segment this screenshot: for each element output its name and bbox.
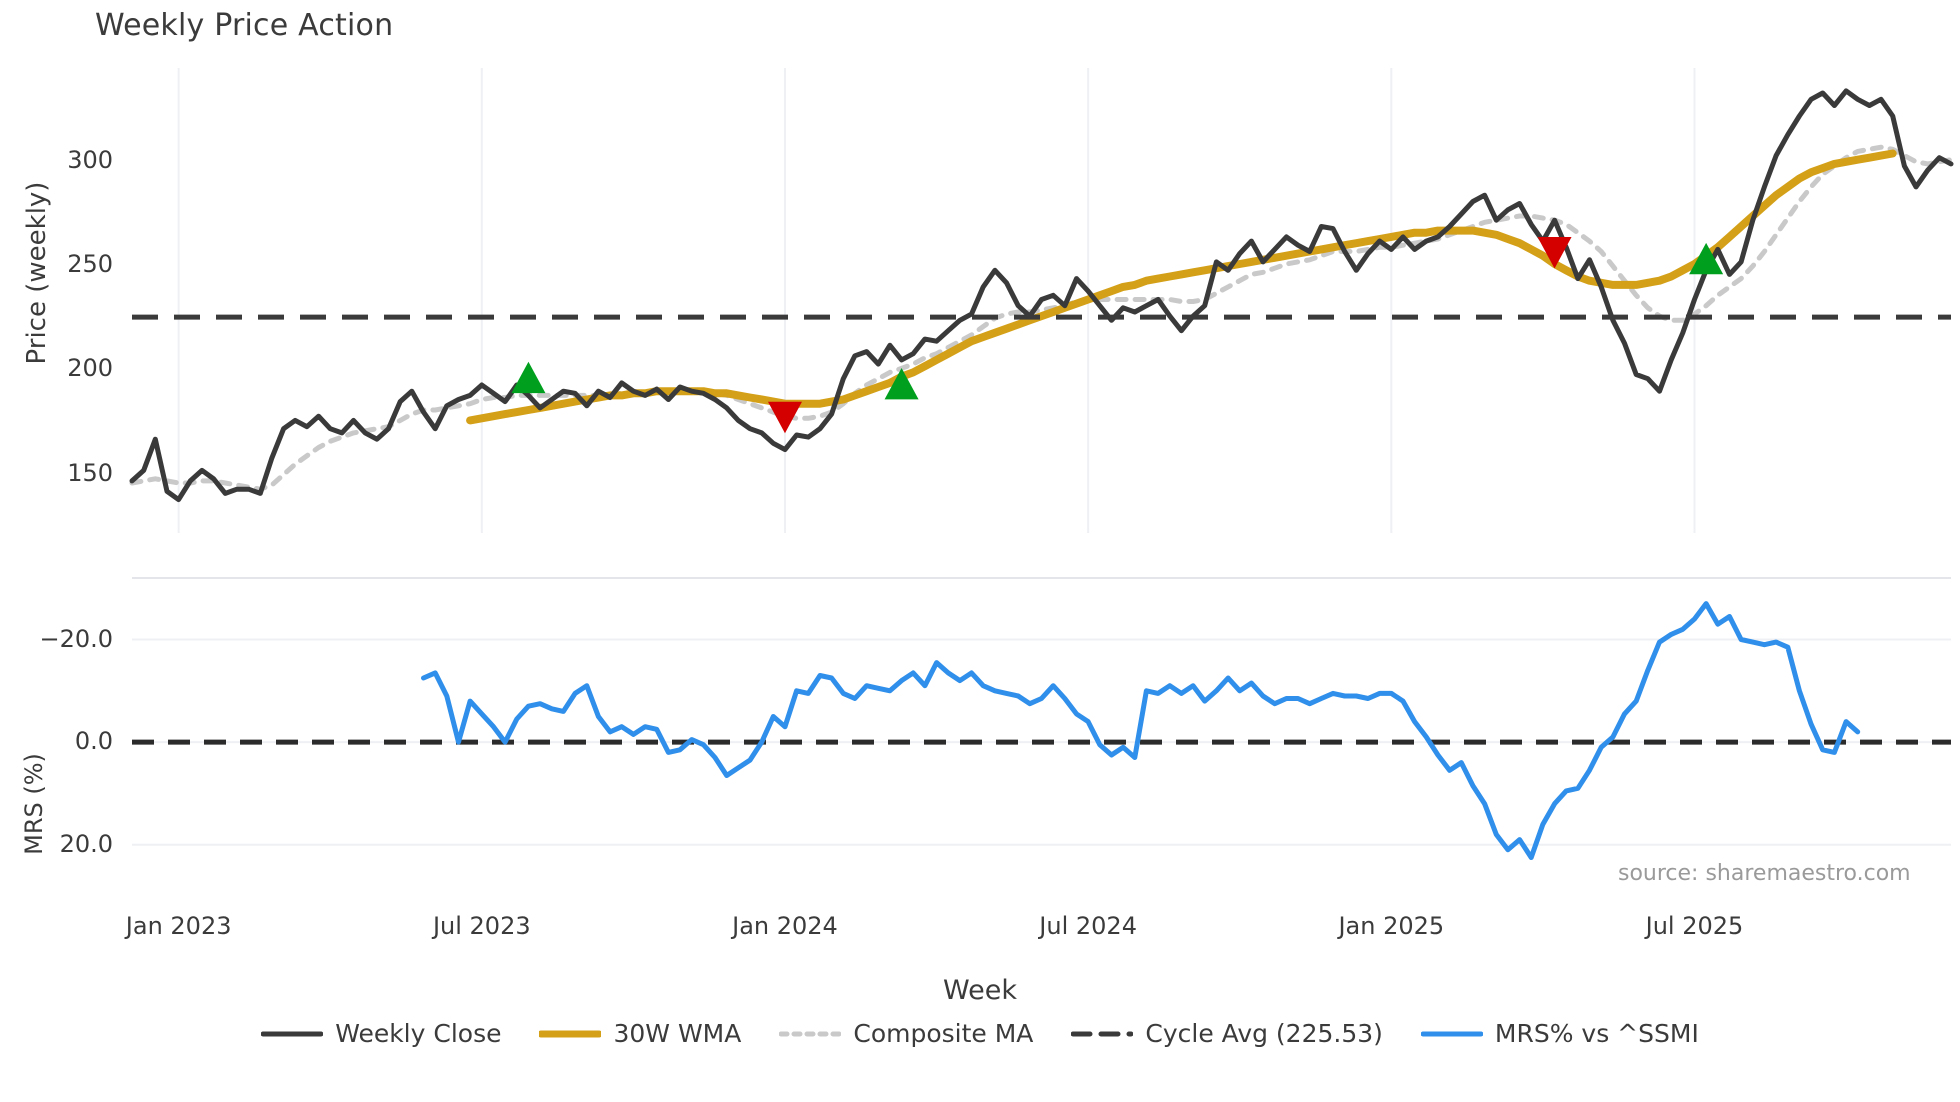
xtick-jan-2023: Jan 2023 bbox=[125, 912, 232, 940]
xtick-jul-2023: Jul 2023 bbox=[432, 912, 531, 940]
mrs-ytick-2: −20.0 bbox=[39, 624, 113, 653]
legend-swatch-icon bbox=[261, 1023, 324, 1045]
mrs-ytick-1: 0.0 bbox=[74, 727, 113, 756]
xtick-jul-2024: Jul 2024 bbox=[1039, 912, 1137, 940]
legend-swatch-icon bbox=[539, 1023, 602, 1045]
xtick-jan-2025: Jan 2025 bbox=[1338, 912, 1445, 940]
legend-label: Composite MA bbox=[853, 1019, 1034, 1048]
price-ytick-200: 200 bbox=[67, 354, 113, 383]
sell-marker-3 bbox=[1537, 237, 1572, 269]
sell-marker-1 bbox=[767, 401, 802, 434]
page-title: Weekly Price Action bbox=[95, 8, 394, 43]
buy-marker-2 bbox=[884, 367, 919, 400]
mrs-line bbox=[421, 601, 1861, 860]
xtick-jan-2024: Jan 2024 bbox=[732, 912, 838, 940]
price-ytick-150: 150 bbox=[67, 458, 113, 487]
legend-label: 30W WMA bbox=[613, 1019, 742, 1048]
legend-swatch-icon bbox=[1420, 1023, 1483, 1045]
legend-item-composite-ma[interactable]: Composite MA bbox=[779, 1019, 1033, 1048]
legend-swatch-icon bbox=[779, 1023, 842, 1045]
legend-label: MRS% vs ^SSMI bbox=[1494, 1019, 1699, 1048]
legend-swatch-icon bbox=[1071, 1023, 1134, 1045]
legend-label: Weekly Close bbox=[335, 1019, 502, 1048]
price-ytick-300: 300 bbox=[67, 145, 113, 174]
source-watermark: source: sharemaestro.com bbox=[1618, 861, 1911, 886]
mrs-ytick-0: 20.0 bbox=[59, 829, 113, 858]
legend-label: Cycle Avg (225.53) bbox=[1145, 1019, 1383, 1048]
composite-ma-line bbox=[129, 144, 1954, 492]
weekly-close-line bbox=[129, 88, 1954, 503]
buy-marker-4 bbox=[1689, 242, 1724, 275]
price-ytick-250: 250 bbox=[67, 250, 113, 279]
plot-canvas bbox=[129, 68, 1954, 860]
xtick-jul-2025: Jul 2025 bbox=[1645, 912, 1744, 940]
legend-item-cycle-avg-225-53[interactable]: Cycle Avg (225.53) bbox=[1071, 1019, 1383, 1048]
x-axis-label: Week bbox=[943, 975, 1017, 1006]
legend-item-30w-wma[interactable]: 30W WMA bbox=[539, 1019, 741, 1048]
chart-legend: Weekly Close 30W WMA Composite MA Cycle Avg… bbox=[0, 1019, 1960, 1048]
legend-item-weekly-close[interactable]: Weekly Close bbox=[261, 1019, 501, 1048]
buy-marker-0 bbox=[511, 361, 546, 394]
wma-line bbox=[466, 149, 1897, 425]
legend-item-mrs-vs-ssmi[interactable]: MRS% vs ^SSMI bbox=[1420, 1019, 1699, 1048]
